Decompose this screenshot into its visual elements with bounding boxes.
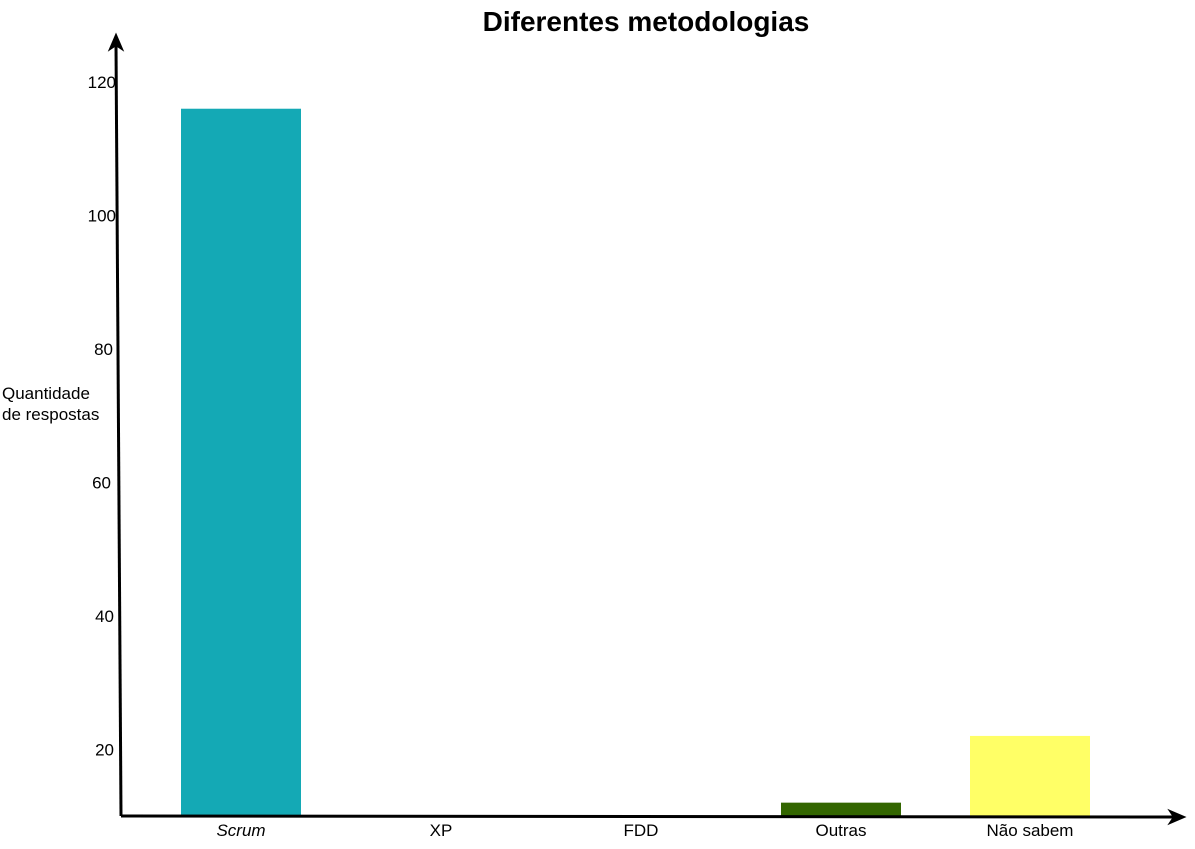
x-tick-label-2: FDD	[624, 821, 659, 840]
x-axis-arrow	[1167, 808, 1187, 826]
x-tick-label-3: Outras	[815, 821, 866, 840]
bar-4	[970, 735, 1090, 816]
y-axis-line	[114, 43, 123, 817]
x-tick-label-4: Não sabem	[987, 821, 1074, 840]
y-tick-label-2: 60	[92, 473, 111, 492]
y-tick-label-0: 20	[95, 740, 114, 759]
y-tick-label-1: 40	[95, 607, 114, 626]
y-axis-label: Quantidade de respostas	[2, 384, 99, 424]
y-tick-label-3: 80	[94, 340, 113, 359]
x-tick-label-1: XP	[430, 821, 453, 840]
y-tick-label-4: 100	[88, 206, 116, 225]
x-axis-line	[120, 814, 1175, 819]
y-ticks-group: 20 40 60 80 100 120	[88, 73, 116, 759]
x-tick-label-0: Scrum	[216, 821, 265, 840]
x-labels-group: Scrum XP FDD Outras Não sabem	[216, 821, 1073, 840]
y-axis-label-line-1: Quantidade	[2, 384, 90, 403]
bars-group	[181, 108, 1090, 817]
chart-title: Diferentes metodologias	[483, 6, 810, 37]
bar-0	[181, 108, 301, 817]
y-tick-label-5: 120	[88, 73, 116, 92]
bar-3	[781, 802, 901, 816]
y-axis-arrow	[107, 32, 125, 52]
y-axis-label-line-2: de respostas	[2, 405, 99, 424]
